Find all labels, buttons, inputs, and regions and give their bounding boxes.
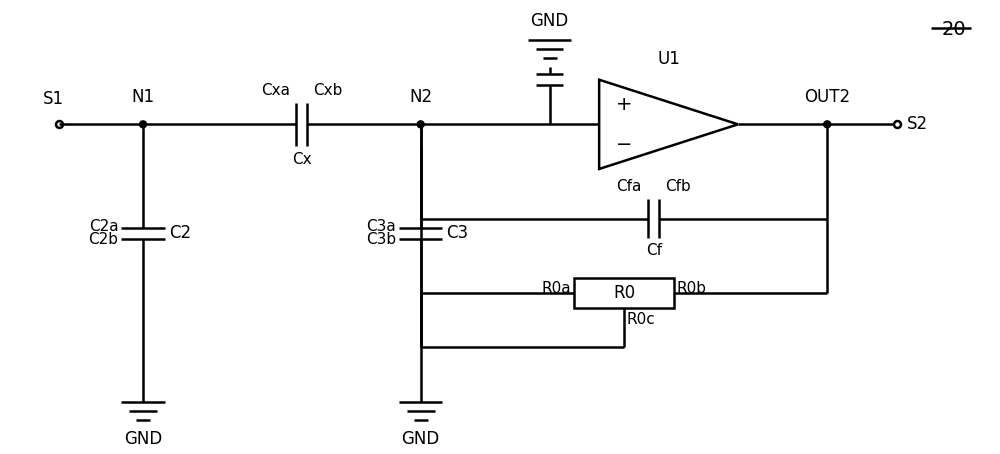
Text: GND: GND: [124, 430, 162, 448]
Text: S2: S2: [907, 115, 928, 133]
Text: Cxb: Cxb: [314, 83, 343, 98]
Text: +: +: [616, 95, 632, 114]
Text: S1: S1: [43, 90, 64, 109]
Text: U1: U1: [657, 50, 680, 68]
Text: N2: N2: [409, 89, 432, 107]
Text: Cx: Cx: [292, 152, 312, 167]
Text: C2a: C2a: [89, 219, 118, 234]
Text: R0c: R0c: [627, 312, 656, 327]
Text: OUT2: OUT2: [804, 89, 850, 107]
Bar: [574, 278, 674, 308]
Text: GND: GND: [402, 430, 440, 448]
Text: −: −: [616, 135, 632, 153]
Text: R0: R0: [613, 284, 635, 302]
Text: Cfb: Cfb: [666, 179, 691, 194]
Text: C2: C2: [169, 224, 191, 242]
Circle shape: [417, 121, 424, 128]
Text: C3: C3: [446, 224, 469, 242]
Text: R0b: R0b: [676, 281, 706, 296]
Text: GND: GND: [530, 12, 569, 30]
Text: C3a: C3a: [366, 219, 396, 234]
Circle shape: [824, 121, 831, 128]
Text: N1: N1: [131, 89, 155, 107]
Text: Cxa: Cxa: [261, 83, 290, 98]
Text: C3b: C3b: [366, 232, 396, 247]
Text: Cf: Cf: [646, 243, 662, 258]
Text: C2b: C2b: [88, 232, 118, 247]
Circle shape: [140, 121, 147, 128]
Text: R0a: R0a: [542, 281, 571, 296]
Text: 20: 20: [941, 20, 966, 39]
Text: Cfa: Cfa: [616, 179, 642, 194]
